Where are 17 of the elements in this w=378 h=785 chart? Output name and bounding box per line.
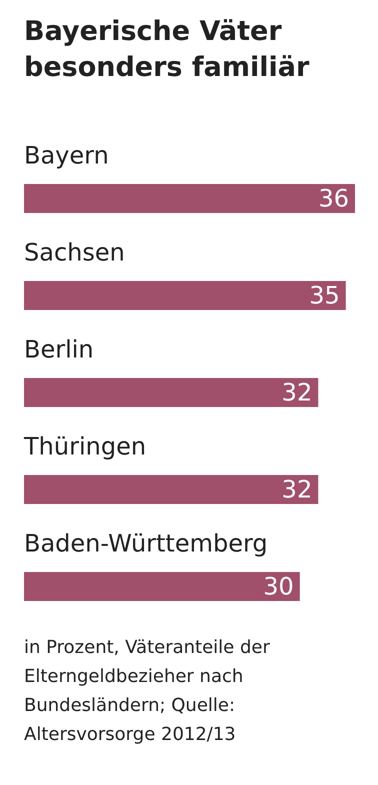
bar [24,475,318,504]
text: in Prozent, Väteranteile der Elterngeldbezieher nach Bundesländern; Quelle: Altersvorsorge 2012/13 [24,637,270,745]
y-tick-label: Baden-Württemberg [24,530,268,558]
y-tick-label: Thüringen [23,432,146,460]
y-tick-label: Bayern [24,142,109,170]
data-label: 32 [282,476,312,504]
data-label: 35 [309,282,340,310]
chart-title: Bayerische Väter besonders familiär [24,16,310,83]
data-label: 36 [318,184,349,212]
y-tick-label: Berlin [24,336,94,364]
data-label: 32 [282,378,312,406]
y-tick-label: Sachsen [24,238,125,266]
bar [24,378,318,407]
bar [24,184,355,213]
bar [24,572,300,601]
bar [24,281,346,310]
data-label: 30 [263,572,294,600]
